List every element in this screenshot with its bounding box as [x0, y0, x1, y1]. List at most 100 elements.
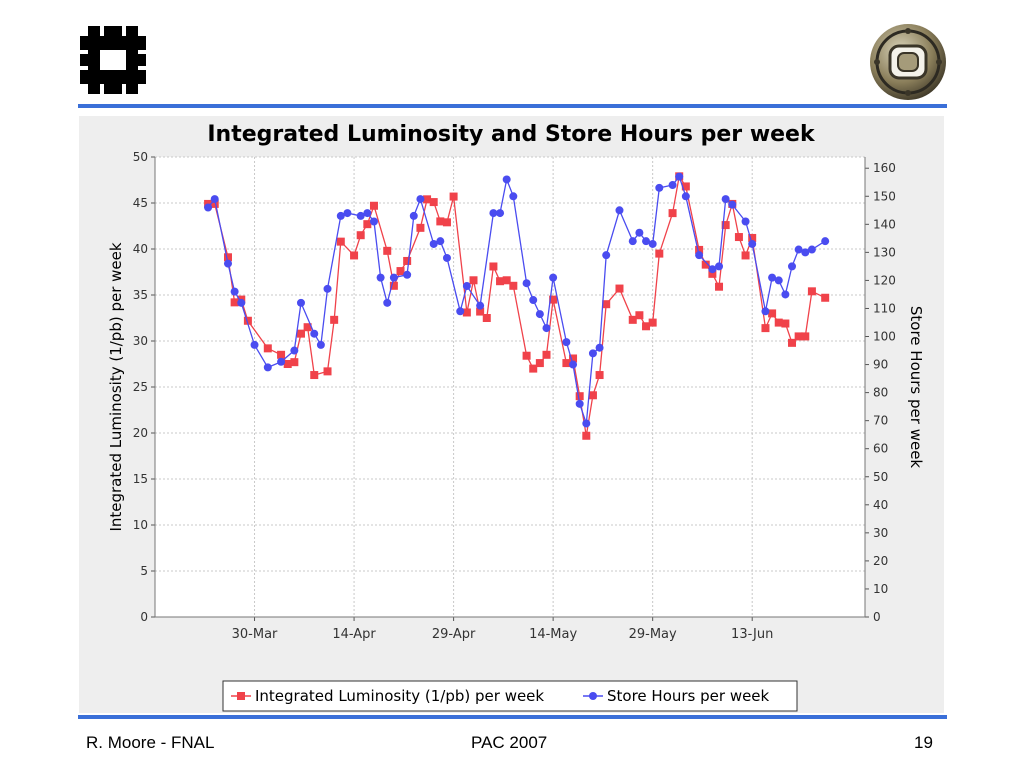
- footer-rule: [78, 715, 947, 719]
- store-hours-point: [535, 310, 544, 319]
- luminosity-point: [788, 338, 797, 347]
- luminosity-point: [296, 329, 305, 338]
- plot-area: [155, 157, 865, 617]
- store-hours-point: [635, 228, 644, 237]
- store-hours-point: [549, 273, 558, 282]
- store-hours-point: [442, 253, 451, 262]
- fermilab-logo-icon: [80, 26, 146, 94]
- y2-tick-label: 70: [873, 414, 888, 428]
- store-hours-point: [602, 251, 611, 260]
- luminosity-point: [210, 199, 219, 208]
- store-hours-point: [781, 290, 790, 299]
- y2-tick-label: 60: [873, 442, 888, 456]
- store-hours-point: [336, 211, 345, 220]
- luminosity-point: [615, 284, 624, 293]
- y-tick-label: 30: [133, 334, 148, 348]
- legend-store-hours-marker: [589, 692, 597, 700]
- luminosity-point: [389, 281, 398, 290]
- luminosity-point: [223, 253, 232, 262]
- store-hours-point: [343, 209, 352, 218]
- x-tick-label: 14-Apr: [332, 627, 376, 642]
- luminosity-point: [230, 298, 239, 307]
- store-hours-point: [681, 192, 690, 201]
- legend-box: [222, 680, 798, 712]
- luminosity-point: [449, 192, 458, 201]
- store-hours-point: [204, 203, 213, 212]
- luminosity-point: [436, 217, 445, 226]
- y-tick-label: 10: [133, 518, 148, 532]
- store-hours-point: [774, 276, 783, 285]
- luminosity-point: [562, 359, 571, 368]
- luminosity-point: [310, 371, 319, 380]
- store-hours-point: [768, 273, 777, 282]
- luminosity-point: [529, 364, 538, 373]
- store-hours-point: [383, 298, 392, 307]
- store-hours-point: [801, 248, 810, 257]
- luminosity-point: [595, 371, 604, 380]
- y2-tick-label: 0: [873, 610, 881, 624]
- store-hours-point: [409, 211, 418, 220]
- y-axis-label: Integrated Luminosity (1/pb) per week: [107, 242, 125, 531]
- store-hours-point: [509, 192, 518, 201]
- luminosity-point: [482, 314, 491, 322]
- y2-tick-label: 130: [873, 245, 896, 259]
- footer-page-number: 19: [914, 733, 933, 752]
- store-hours-point: [648, 239, 657, 248]
- store-hours-point: [476, 301, 485, 310]
- luminosity-point: [569, 354, 578, 363]
- luminosity-point: [588, 391, 597, 400]
- store-hours-point: [821, 237, 830, 246]
- luminosity-point: [681, 182, 690, 191]
- y2-axis-label: Store Hours per week: [907, 306, 925, 469]
- store-hours-point: [761, 307, 770, 316]
- store-hours-point: [741, 217, 750, 226]
- store-hours-point: [807, 245, 816, 254]
- y2-tick-label: 120: [873, 273, 896, 287]
- legend-luminosity-label: Integrated Luminosity (1/pb) per week: [255, 687, 544, 705]
- luminosity-point: [582, 431, 591, 440]
- store-hours-point: [356, 211, 365, 220]
- luminosity-point: [715, 282, 724, 291]
- luminosity-point: [721, 221, 730, 230]
- store-hours-point: [210, 195, 219, 204]
- store-hours-point: [223, 259, 232, 268]
- luminosity-point: [403, 256, 412, 265]
- luminosity-point: [356, 231, 365, 240]
- legend-luminosity-marker: [237, 692, 245, 700]
- luminosity-point: [502, 276, 511, 285]
- luminosity-chart: Integrated Luminosity and Store Hours pe…: [107, 122, 925, 712]
- luminosity-point: [396, 267, 405, 276]
- store-hours-point: [403, 270, 412, 279]
- y2-tick-label: 150: [873, 189, 896, 203]
- store-hours-point: [389, 273, 398, 282]
- store-hours-point: [310, 329, 319, 338]
- store-hours-point: [628, 237, 637, 246]
- luminosity-point: [429, 198, 438, 207]
- luminosity-point: [509, 281, 518, 290]
- store-hours-point: [715, 262, 724, 271]
- store-hours-point: [522, 279, 531, 288]
- store-hours-point: [296, 298, 305, 307]
- store-hours-point: [595, 343, 604, 352]
- store-hours-point: [250, 340, 259, 349]
- x-tick-label: 13-Jun: [731, 627, 773, 642]
- accelerator-seal-icon: [870, 24, 946, 100]
- store-hours-point: [655, 183, 664, 192]
- store-hours-point: [675, 172, 684, 181]
- y2-tick-label: 90: [873, 358, 888, 372]
- store-hours-point: [429, 239, 438, 248]
- luminosity-point: [801, 332, 810, 341]
- y-tick-label: 45: [133, 196, 148, 210]
- store-hours-point: [788, 262, 797, 271]
- store-hours-point: [642, 237, 651, 246]
- luminosity-point: [748, 233, 757, 242]
- y-tick-label: 35: [133, 288, 148, 302]
- luminosity-point: [263, 344, 272, 353]
- luminosity-point: [243, 316, 252, 325]
- luminosity-point: [602, 300, 611, 309]
- store-hours-point: [323, 284, 332, 293]
- luminosity-point: [741, 251, 750, 260]
- store-hours-point: [615, 206, 624, 215]
- luminosity-point: [628, 315, 637, 324]
- luminosity-point: [423, 195, 432, 204]
